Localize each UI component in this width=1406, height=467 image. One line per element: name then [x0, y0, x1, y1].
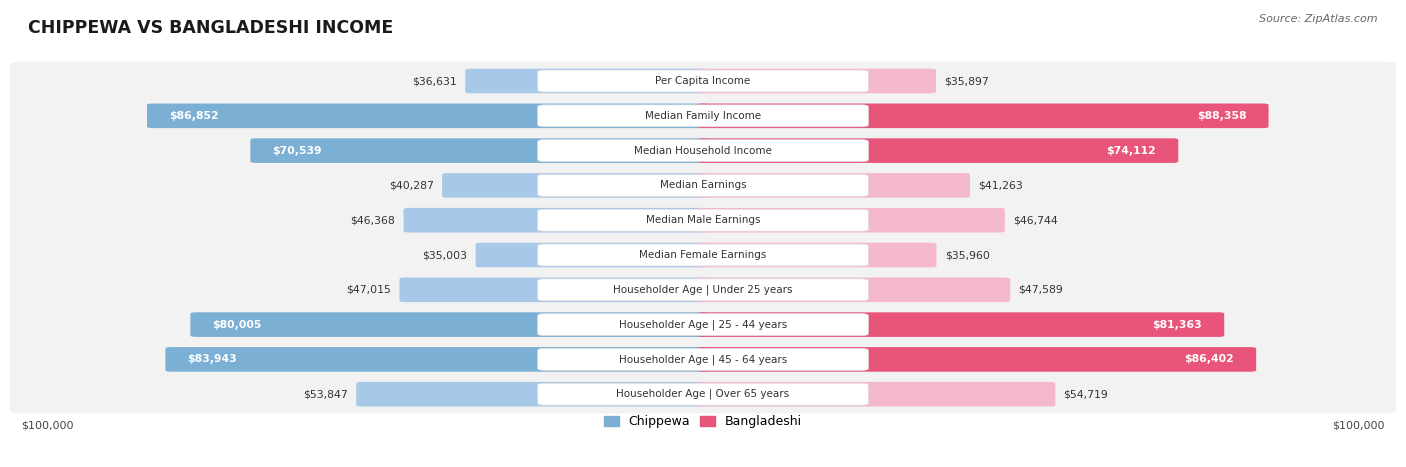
FancyBboxPatch shape — [697, 312, 1225, 337]
Text: Median Male Earnings: Median Male Earnings — [645, 215, 761, 225]
FancyBboxPatch shape — [250, 138, 709, 163]
Text: Per Capita Income: Per Capita Income — [655, 76, 751, 86]
Text: $88,358: $88,358 — [1197, 111, 1247, 121]
FancyBboxPatch shape — [537, 244, 869, 266]
FancyBboxPatch shape — [10, 375, 1396, 413]
FancyBboxPatch shape — [537, 279, 869, 301]
FancyBboxPatch shape — [537, 105, 869, 127]
Text: Median Household Income: Median Household Income — [634, 146, 772, 156]
Text: $54,719: $54,719 — [1063, 389, 1108, 399]
FancyBboxPatch shape — [697, 243, 936, 267]
Text: Median Family Income: Median Family Income — [645, 111, 761, 121]
Text: $86,852: $86,852 — [169, 111, 219, 121]
FancyBboxPatch shape — [10, 166, 1396, 205]
FancyBboxPatch shape — [465, 69, 709, 93]
FancyBboxPatch shape — [10, 201, 1396, 240]
Text: Median Earnings: Median Earnings — [659, 180, 747, 191]
Text: $86,402: $86,402 — [1184, 354, 1234, 364]
FancyBboxPatch shape — [537, 314, 869, 336]
Text: $47,015: $47,015 — [346, 285, 391, 295]
FancyBboxPatch shape — [697, 173, 970, 198]
FancyBboxPatch shape — [537, 70, 869, 92]
Text: $74,112: $74,112 — [1107, 146, 1156, 156]
Legend: Chippewa, Bangladeshi: Chippewa, Bangladeshi — [600, 411, 806, 432]
Text: $35,003: $35,003 — [422, 250, 467, 260]
FancyBboxPatch shape — [10, 340, 1396, 379]
FancyBboxPatch shape — [10, 62, 1396, 100]
Text: $36,631: $36,631 — [412, 76, 457, 86]
Text: $41,263: $41,263 — [979, 180, 1024, 191]
FancyBboxPatch shape — [537, 175, 869, 196]
FancyBboxPatch shape — [148, 104, 709, 128]
FancyBboxPatch shape — [10, 97, 1396, 135]
Text: $81,363: $81,363 — [1153, 319, 1202, 330]
FancyBboxPatch shape — [356, 382, 709, 406]
FancyBboxPatch shape — [537, 209, 869, 231]
Text: $53,847: $53,847 — [304, 389, 347, 399]
FancyBboxPatch shape — [697, 347, 1256, 372]
Text: $47,589: $47,589 — [1018, 285, 1063, 295]
FancyBboxPatch shape — [10, 236, 1396, 274]
FancyBboxPatch shape — [166, 347, 709, 372]
FancyBboxPatch shape — [10, 305, 1396, 344]
Text: $40,287: $40,287 — [389, 180, 434, 191]
FancyBboxPatch shape — [697, 208, 1005, 233]
Text: Source: ZipAtlas.com: Source: ZipAtlas.com — [1260, 14, 1378, 24]
FancyBboxPatch shape — [697, 138, 1178, 163]
Text: $35,960: $35,960 — [945, 250, 990, 260]
FancyBboxPatch shape — [697, 104, 1268, 128]
Text: Householder Age | 25 - 44 years: Householder Age | 25 - 44 years — [619, 319, 787, 330]
Text: $46,744: $46,744 — [1014, 215, 1057, 225]
Text: $35,897: $35,897 — [945, 76, 988, 86]
FancyBboxPatch shape — [475, 243, 709, 267]
FancyBboxPatch shape — [697, 382, 1056, 406]
FancyBboxPatch shape — [404, 208, 709, 233]
Text: Householder Age | Under 25 years: Householder Age | Under 25 years — [613, 284, 793, 295]
FancyBboxPatch shape — [399, 277, 709, 302]
FancyBboxPatch shape — [537, 348, 869, 370]
FancyBboxPatch shape — [697, 277, 1010, 302]
Text: Householder Age | 45 - 64 years: Householder Age | 45 - 64 years — [619, 354, 787, 365]
FancyBboxPatch shape — [537, 383, 869, 405]
Text: CHIPPEWA VS BANGLADESHI INCOME: CHIPPEWA VS BANGLADESHI INCOME — [28, 19, 394, 37]
Text: $100,000: $100,000 — [1333, 420, 1385, 431]
FancyBboxPatch shape — [10, 270, 1396, 309]
FancyBboxPatch shape — [697, 69, 936, 93]
FancyBboxPatch shape — [190, 312, 709, 337]
Text: Median Female Earnings: Median Female Earnings — [640, 250, 766, 260]
FancyBboxPatch shape — [537, 140, 869, 162]
Text: Householder Age | Over 65 years: Householder Age | Over 65 years — [616, 389, 790, 399]
Text: $83,943: $83,943 — [187, 354, 238, 364]
Text: $80,005: $80,005 — [212, 319, 262, 330]
Text: $70,539: $70,539 — [273, 146, 322, 156]
FancyBboxPatch shape — [10, 131, 1396, 170]
Text: $100,000: $100,000 — [21, 420, 73, 431]
Text: $46,368: $46,368 — [350, 215, 395, 225]
FancyBboxPatch shape — [441, 173, 709, 198]
